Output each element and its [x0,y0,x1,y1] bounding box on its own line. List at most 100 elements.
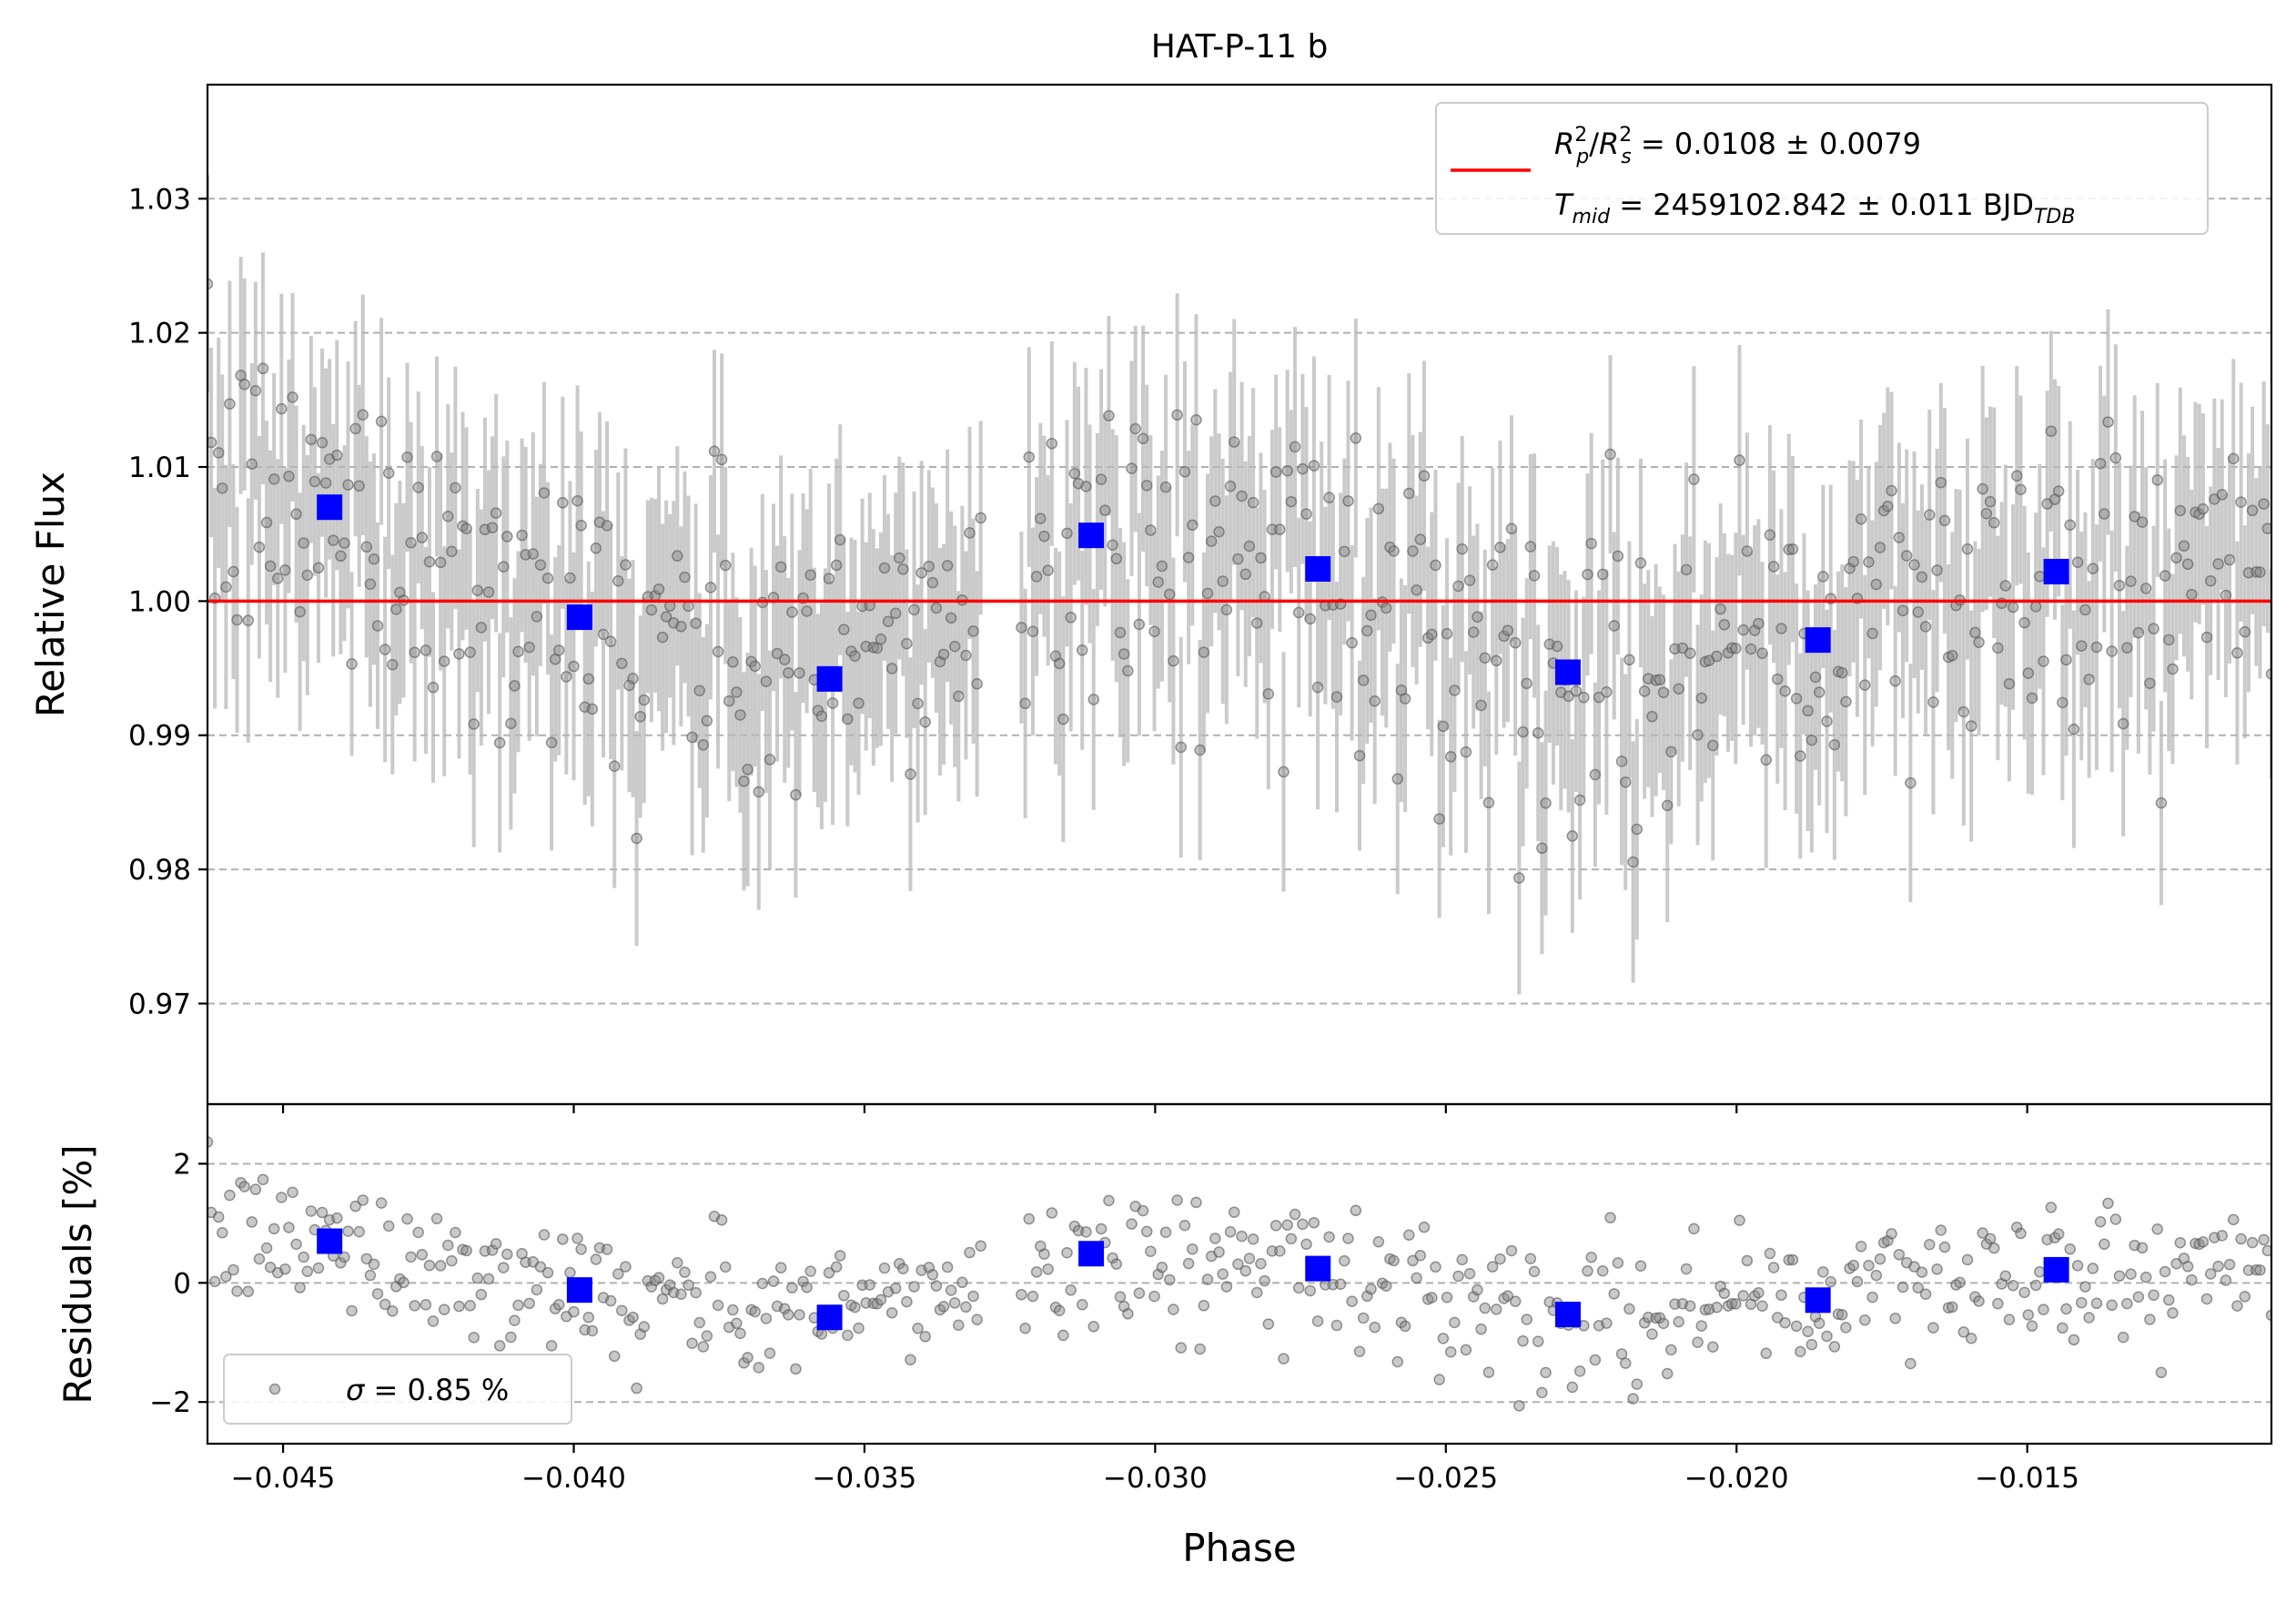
residual-point [571,1233,583,1244]
residual-point [767,1275,780,1287]
residual-point [1984,1233,1997,1245]
residual-point [2200,1293,2213,1305]
data-point [1114,626,1127,639]
residual-point [460,1244,472,1257]
residual-point [1126,1218,1138,1230]
data-point [1388,545,1400,557]
residual-point [264,1261,277,1273]
data-point [908,604,920,616]
data-point [260,516,273,529]
data-point [1482,796,1495,809]
residual-point [1472,1283,1483,1296]
residual-point [764,1347,776,1359]
data-point [1509,636,1522,649]
data-point [1087,694,1099,705]
residual-point [231,1285,243,1297]
residual-point [1631,1378,1644,1390]
residual-point [1346,1295,1358,1307]
residual-point [2235,1233,2247,1245]
data-point [1027,625,1039,637]
residual-point [405,1251,417,1263]
data-point [1486,559,1499,571]
residual-point [1239,1264,1251,1277]
data-point [638,694,650,706]
residual-point [1289,1208,1301,1221]
data-point [2034,570,2046,583]
residual-point [534,1261,547,1273]
binned-residual-point [1554,1301,1581,1327]
data-point [2151,474,2163,486]
data-point [1912,606,1924,618]
data-point [1745,643,1757,655]
residuals-y-ticks: −2 0 2 [149,1148,207,1419]
residual-point [1908,1261,1920,1273]
residual-point [1737,1290,1749,1302]
residuals-y-tick-label: 0 [173,1267,191,1300]
data-point [1973,636,1985,648]
residual-point [2057,1322,2068,1334]
data-point [387,658,399,671]
residual-point [2083,1312,2095,1324]
data-point [1346,636,1358,649]
residual-point [897,1263,909,1274]
data-point [1650,675,1662,686]
data-point [346,658,358,670]
data-point [1631,823,1644,836]
data-point [276,402,288,415]
residual-point [686,1337,698,1349]
data-point [1182,552,1195,563]
data-point [790,788,802,801]
residual-point [512,1299,524,1312]
residual-point [853,1322,865,1334]
data-point [2029,601,2042,613]
data-point [771,647,784,660]
data-point [1479,652,1492,665]
residual-point [1661,1367,1674,1380]
data-point [937,648,950,661]
residual-point [1711,1302,1723,1314]
data-point [1019,697,1031,710]
data-point [2163,634,2175,646]
data-point [1053,657,1066,670]
residual-point [948,1297,961,1309]
residual-point [2228,1213,2240,1226]
residual-point [823,1267,835,1279]
data-point [434,556,447,569]
data-point [238,379,250,391]
residual-point [620,1261,632,1273]
data-point [1764,529,1776,541]
data-point [1369,695,1381,707]
data-point [253,541,266,553]
binned-point [566,604,592,631]
residual-point [1122,1308,1134,1320]
residual-point [2136,1242,2149,1254]
residual-point [715,1214,728,1226]
data-point [1411,583,1422,596]
data-point [1103,410,1115,421]
data-point [1840,695,1852,708]
residual-point [1870,1269,1883,1282]
data-point [627,673,639,685]
residual-point [2121,1297,2133,1310]
data-point [734,709,746,721]
data-point [1251,617,1263,629]
data-point [1608,620,1620,632]
residual-point [1665,1344,1677,1356]
data-point [731,686,743,698]
data-point [1863,556,1875,568]
residual-point [2109,1213,2122,1225]
data-point [1262,688,1275,700]
data-point [1688,473,1700,485]
residual-point [960,1301,972,1314]
data-point [812,705,824,716]
residual-point [1019,1322,1031,1334]
data-point [1684,647,1696,659]
residual-point [1213,1246,1225,1258]
residual-point [2163,1294,2175,1306]
data-point [823,573,835,584]
residual-point [564,1266,576,1279]
residual-point [2011,1221,2023,1233]
residual-point [490,1238,502,1250]
data-point [1767,561,1780,573]
residual-point [1353,1345,1366,1357]
